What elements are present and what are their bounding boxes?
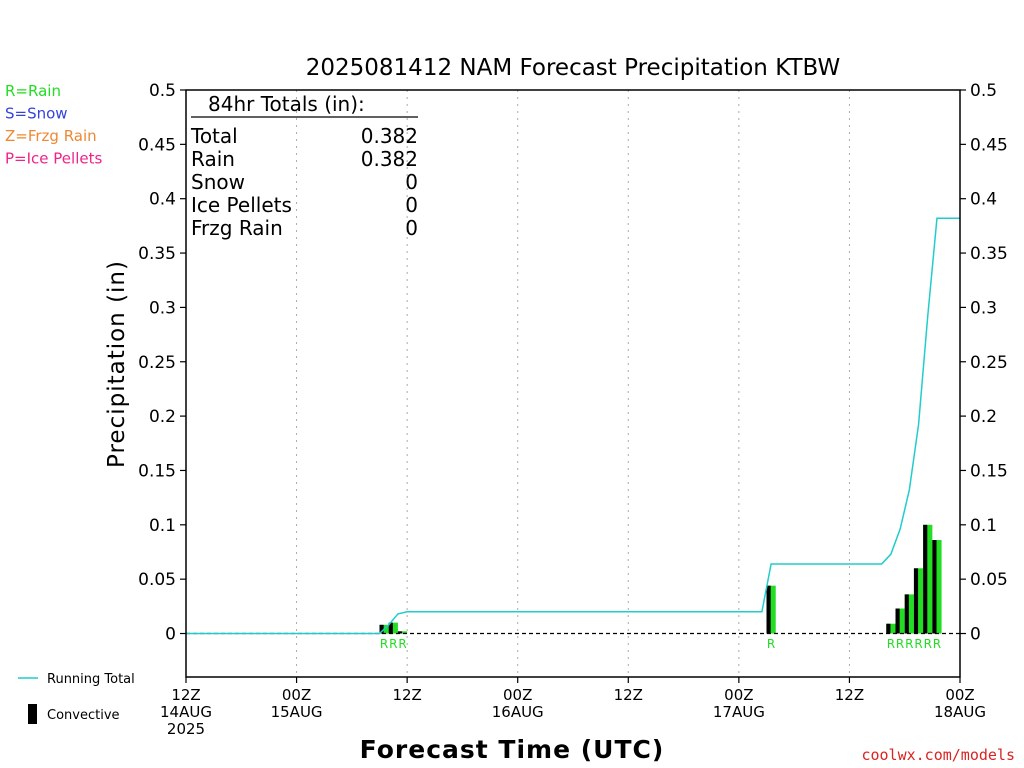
ptype-marker: R: [933, 637, 941, 651]
ptype-marker: R: [896, 637, 904, 651]
x-tick-label: 2025: [167, 720, 205, 738]
x-tick-label: 15AUG: [271, 703, 323, 721]
y-tick-label-right: 0.4: [970, 190, 997, 210]
precip-bar: [895, 608, 905, 634]
ptype-marker: R: [914, 637, 922, 651]
x-tick-label: 00Z: [945, 686, 974, 704]
plot-frame: [185, 89, 961, 678]
y-axis-label: Precipitation (in): [104, 260, 130, 468]
ptype-marker: R: [380, 637, 388, 651]
legend-entry: Running Total: [47, 672, 135, 687]
x-tick-label: 12Z: [171, 686, 200, 704]
precip-bar: [388, 622, 398, 634]
credit-text: coolwx.com/models: [861, 746, 1015, 764]
series-legend: Running Total Convective: [18, 672, 135, 724]
convective-bar: [932, 540, 937, 634]
ptype-marker: R: [398, 637, 406, 651]
convective-bar: [766, 585, 771, 634]
convective-bar: [904, 594, 909, 634]
legend-entry: Convective: [47, 708, 120, 723]
x-tick-label: 00Z: [503, 686, 532, 704]
y-tick-label-right: 0.3: [970, 298, 997, 318]
ptype-legend-entry: P=Ice Pellets: [5, 150, 102, 168]
y-tick-label-left: 0.15: [138, 461, 176, 481]
y-tick-label-right: 0.25: [970, 353, 1008, 373]
y-tick-label-left: 0.25: [138, 353, 176, 373]
totals-row-label: Rain: [191, 147, 235, 171]
x-tick-label: 12Z: [835, 686, 864, 704]
x-tick-label: 12Z: [614, 686, 643, 704]
convective-bar: [379, 624, 384, 634]
x-tick-label: 12Z: [392, 686, 421, 704]
y-tick-label-right: 0.5: [970, 81, 997, 101]
y-tick-label-right: 0.05: [970, 570, 1008, 590]
ptype-marker: R: [389, 637, 397, 651]
precip-bar: [932, 540, 942, 634]
y-tick-label-right: 0.35: [970, 244, 1008, 264]
y-tick-label-left: 0.45: [138, 135, 176, 155]
y-axis: 0 00.05 0.050.1 0.10.15 0.150.2 0.20.25 0.250.…: [138, 81, 1008, 645]
totals-row-label: Total: [190, 124, 238, 148]
ptype-legend-entry: Z=Frzg Rain: [5, 127, 97, 145]
precip-bar: [904, 594, 914, 634]
y-tick-label-right: 0.1: [970, 516, 997, 536]
totals-row-label: Ice Pellets: [191, 193, 292, 217]
y-tick-label-right: 0: [970, 625, 981, 645]
x-tick-label: 00Z: [724, 686, 753, 704]
ptype-marker: R: [924, 637, 932, 651]
chart-title: 2025081412 NAM Forecast Precipitation KT…: [306, 55, 841, 81]
x-tick-label: 14AUG: [160, 703, 212, 721]
y-tick-label-left: 0.2: [149, 407, 176, 427]
x-tick-label: 16AUG: [492, 703, 544, 721]
y-tick-label-left: 0: [165, 625, 176, 645]
convective-bar: [388, 622, 393, 634]
ptype-legend: R=Rain S=Snow Z=Frzg Rain P=Ice Pellets: [5, 82, 102, 168]
totals-rows: Total 0.382 Rain 0.382 Snow 0 Ice Pellets 0 Frzg…: [190, 124, 418, 240]
ptype-legend-entry: R=Rain: [5, 82, 61, 100]
y-tick-label-left: 0.3: [149, 298, 176, 318]
totals-row-label: Frzg Rain: [191, 216, 283, 240]
y-tick-label-right: 0.45: [970, 135, 1008, 155]
x-axis-label: Forecast Time (UTC): [360, 735, 665, 764]
ptype-marker: R: [767, 637, 775, 651]
convective-bar: [895, 608, 900, 634]
y-tick-label-right: 0.2: [970, 407, 997, 427]
totals-row-value: 0.382: [361, 124, 418, 148]
ptype-marker: R: [887, 637, 895, 651]
legend-bar-swatch: [28, 704, 37, 724]
precip-bar: [886, 623, 896, 634]
totals-row-label: Snow: [191, 170, 245, 194]
convective-bar: [397, 631, 403, 634]
precip-bar: [923, 524, 933, 634]
y-tick-label-left: 0.05: [138, 570, 176, 590]
totals-heading: 84hr Totals (in):: [208, 92, 365, 116]
y-tick-label-left: 0.4: [149, 190, 176, 210]
convective-bar: [886, 623, 891, 634]
totals-box: 84hr Totals (in): Total 0.382 Rain 0.382 Sno…: [190, 92, 418, 240]
totals-row-value: 0: [405, 170, 418, 194]
y-tick-label-left: 0.35: [138, 244, 176, 264]
bar-layer: [379, 524, 942, 634]
x-tick-label: 00Z: [282, 686, 311, 704]
convective-bar: [913, 568, 919, 634]
totals-row-value: 0.382: [361, 147, 418, 171]
x-tick-label: 18AUG: [934, 703, 986, 721]
ptype-marker: R: [905, 637, 913, 651]
y-tick-label-left: 0.1: [149, 516, 176, 536]
ptype-legend-entry: S=Snow: [5, 105, 68, 123]
convective-bar: [923, 524, 928, 634]
precip-bar: [397, 631, 408, 634]
y-tick-label-right: 0.15: [970, 461, 1008, 481]
totals-row-value: 0: [405, 193, 418, 217]
precip-bar: [913, 568, 924, 634]
x-tick-label: 17AUG: [713, 703, 765, 721]
totals-row-value: 0: [405, 216, 418, 240]
running-total-line: [186, 217, 960, 635]
y-tick-label-left: 0.5: [149, 81, 176, 101]
precip-bar: [766, 585, 776, 634]
